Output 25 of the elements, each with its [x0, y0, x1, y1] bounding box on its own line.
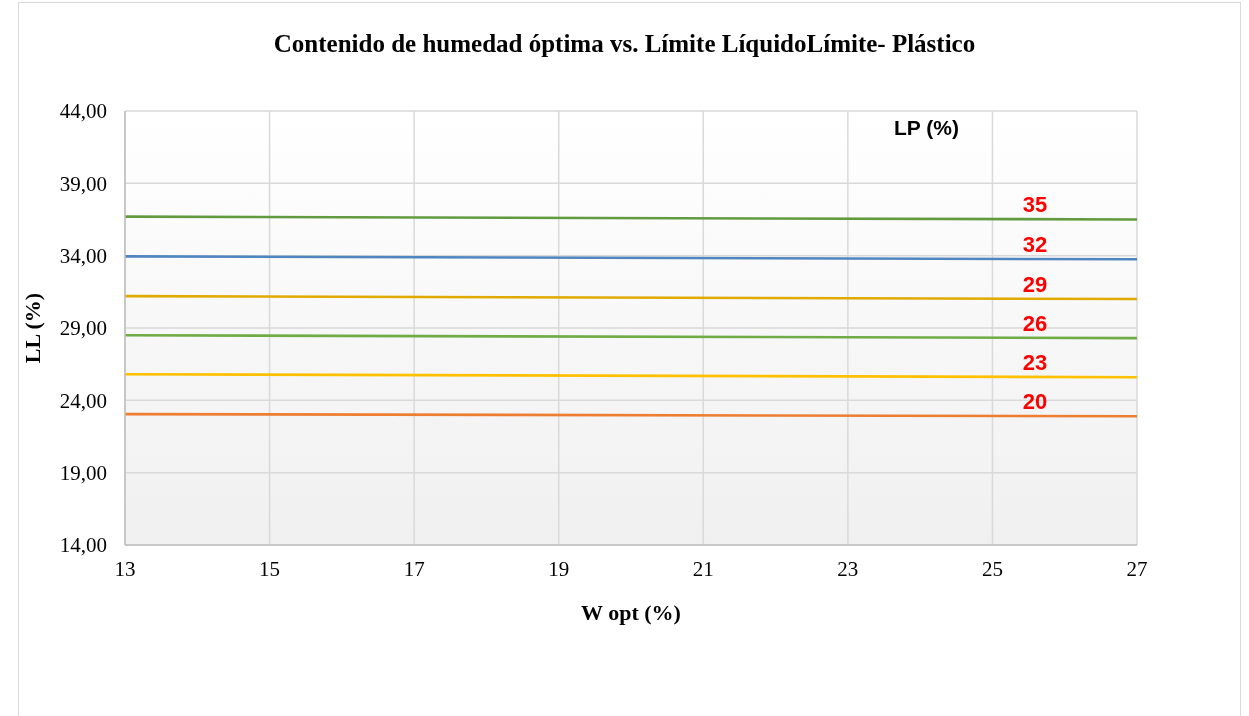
y-tick-label: 29,00: [59, 316, 107, 341]
y-tick-label: 14,00: [59, 533, 107, 558]
series-label: 26: [1022, 310, 1048, 336]
series-label: 29: [1022, 271, 1048, 297]
legend-title: LP (%): [894, 116, 959, 139]
x-tick-label: 15: [259, 556, 281, 581]
series-label: 35: [1022, 192, 1048, 218]
x-tick-label: 21: [692, 556, 714, 581]
y-tick-label: 39,00: [59, 171, 107, 196]
series-label: 20: [1022, 389, 1048, 415]
x-tick-label: 19: [548, 556, 570, 581]
x-tick-label: 17: [403, 556, 425, 581]
x-tick-label: 13: [114, 556, 136, 581]
y-tick-label: 19,00: [59, 461, 107, 486]
series-label: 23: [1022, 349, 1048, 375]
y-tick-label: 24,00: [59, 388, 107, 413]
y-axis-title: LL (%): [20, 292, 45, 364]
series-label: 32: [1022, 232, 1048, 257]
x-axis-title: W opt (%): [581, 600, 681, 625]
x-tick-label: 25: [981, 556, 1003, 581]
x-tick-label: 23: [837, 556, 859, 581]
chart-title: Contenido de humedad óptima vs. Límite LíquidoLímite- Plástico: [273, 30, 976, 57]
y-tick-label: 34,00: [59, 244, 107, 269]
x-tick-label: 27: [1126, 556, 1148, 581]
y-tick-label: 44,00: [59, 99, 107, 124]
